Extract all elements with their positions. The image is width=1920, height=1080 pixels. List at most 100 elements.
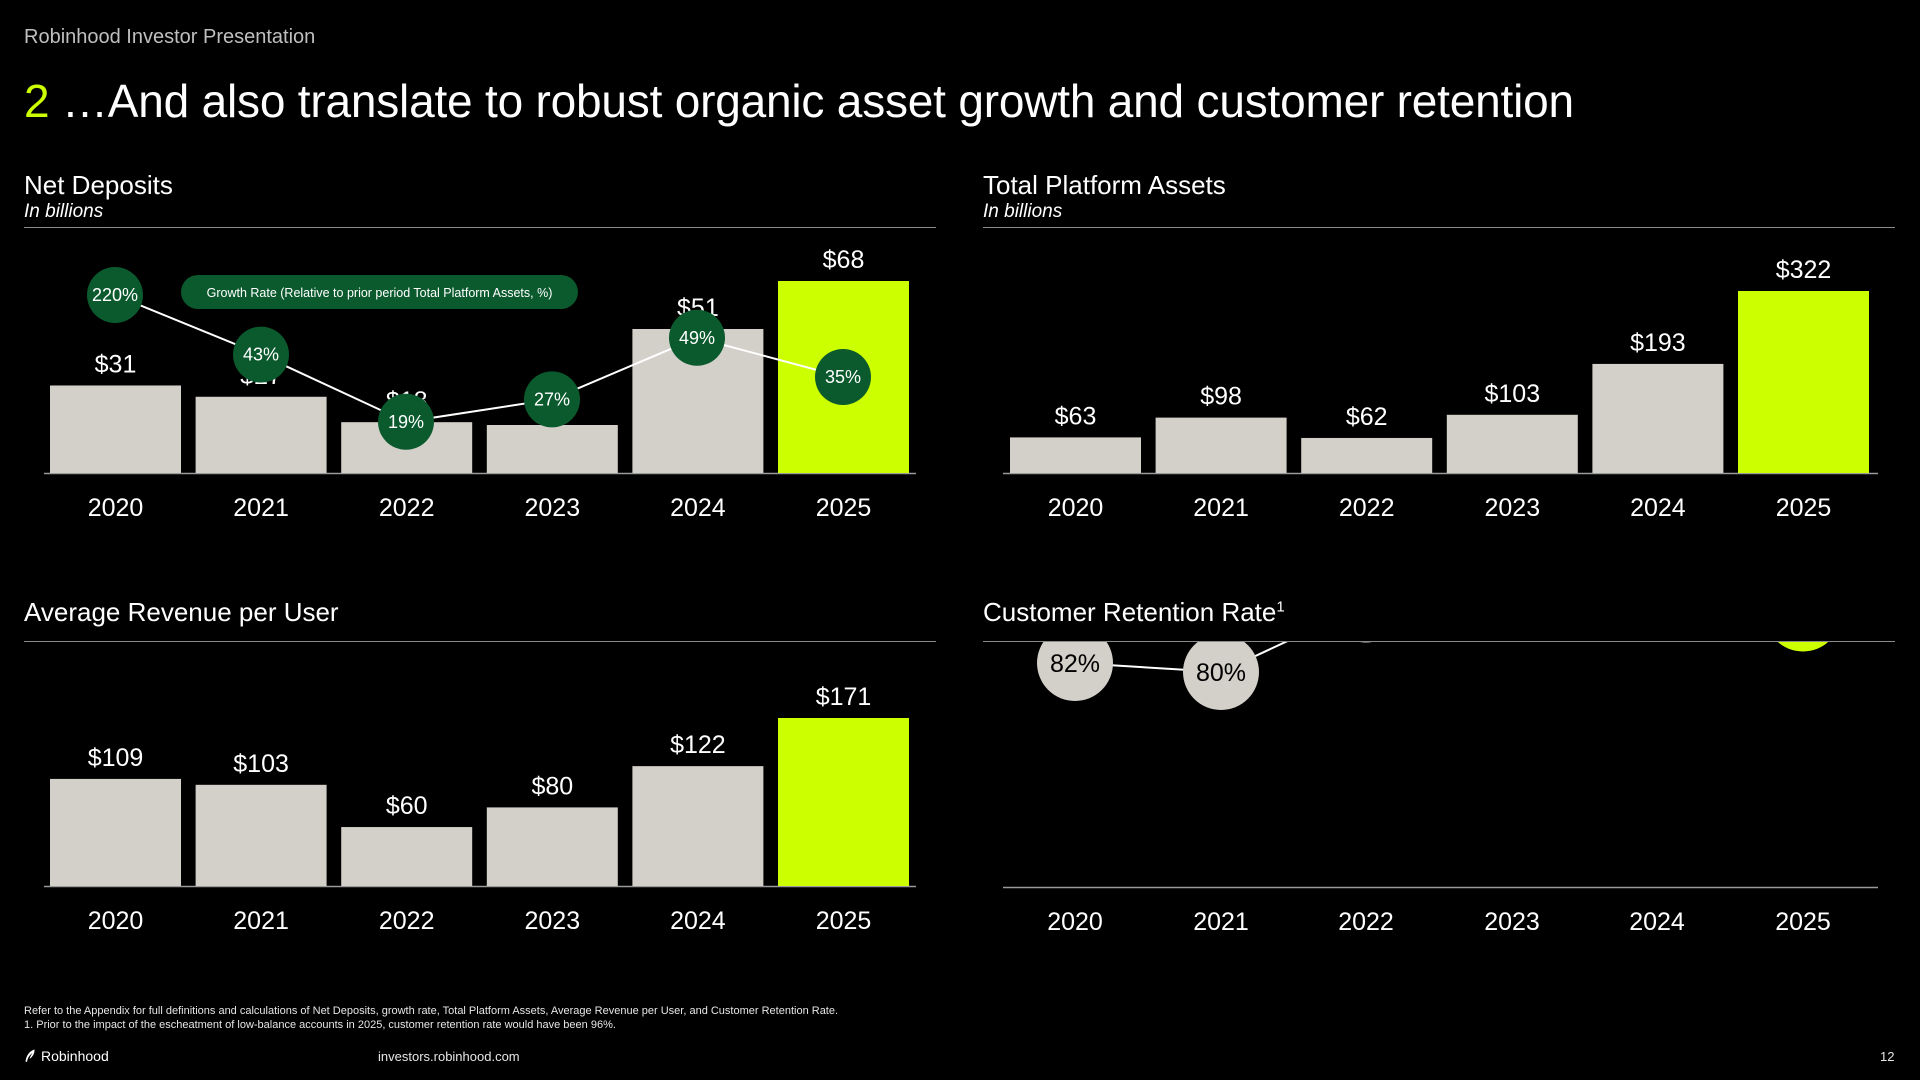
- feather-icon: [25, 1049, 35, 1062]
- retention-label-2021: 80%: [1196, 659, 1246, 687]
- retention-point-2022: [1359, 642, 1373, 643]
- x-tick-2022: 2022: [1339, 494, 1395, 522]
- bar-2024: [1592, 363, 1724, 473]
- growth-label-2023: 27%: [534, 389, 570, 409]
- value-label-2020: $31: [95, 350, 137, 378]
- title-text: …And also translate to robust organic as…: [61, 75, 1574, 127]
- x-tick-2023: 2023: [1484, 494, 1540, 522]
- retention-point-2020: [1037, 642, 1113, 701]
- x-tick-2020: 2020: [88, 907, 144, 935]
- net-deposits-title: Net Deposits: [24, 170, 173, 200]
- value-label-2025: $171: [816, 683, 872, 711]
- value-label-2021: $98: [1200, 383, 1242, 411]
- retention-rule: [983, 641, 1895, 642]
- bar-2020: [50, 385, 181, 473]
- x-tick-2022: 2022: [379, 907, 435, 935]
- x-tick-2022: 2022: [1338, 908, 1394, 936]
- bar-2024: [632, 766, 764, 886]
- x-tick-2025: 2025: [816, 907, 872, 935]
- x-tick-2023: 2023: [1484, 908, 1540, 936]
- value-label-2020: $109: [88, 744, 144, 772]
- growth-label-2024: 49%: [679, 328, 715, 348]
- total-platform-assets-chart: $63 2020 $98 2021 $62 2022 $103 2023 $193 2024 $32…: [1003, 256, 1878, 522]
- bar-2021: [195, 784, 327, 886]
- x-tick-2024: 2024: [670, 907, 726, 935]
- retention-point-2025: [1777, 642, 1829, 652]
- x-tick-2024: 2024: [1630, 494, 1686, 522]
- footer-brand: Robinhood: [24, 1048, 109, 1064]
- retention-title: Customer Retention Rate1: [983, 597, 1285, 628]
- bar-2025: [1738, 291, 1869, 473]
- bar-2022: [1301, 437, 1433, 473]
- x-tick-2021: 2021: [1193, 908, 1249, 936]
- bar-2020: [50, 778, 181, 886]
- arpu-title: Average Revenue per User: [24, 597, 339, 627]
- growth-bubble-2022: [378, 393, 434, 450]
- growth-label-2021: 43%: [243, 345, 279, 365]
- page-title: 2 …And also translate to robust organic …: [24, 74, 1574, 128]
- value-label-2025: $68: [823, 246, 865, 274]
- retention-title-text: Customer Retention Rate: [983, 597, 1277, 627]
- arpu-rule: [24, 641, 936, 642]
- growth-rate-legend-text: Growth Rate (Relative to prior period To…: [207, 286, 553, 300]
- x-tick-2022: 2022: [379, 494, 435, 522]
- x-tick-2020: 2020: [1048, 494, 1104, 522]
- value-label-2024: $193: [1630, 329, 1686, 357]
- value-label-2023: $80: [531, 772, 573, 800]
- bar-2021: [195, 396, 327, 473]
- x-tick-2024: 2024: [670, 494, 726, 522]
- bar-2023: [486, 425, 618, 473]
- value-label-2021: $103: [233, 750, 289, 778]
- bar-2025: [778, 718, 909, 886]
- retention-title-footnote: 1: [1276, 598, 1285, 616]
- value-label-2022: $60: [386, 792, 428, 820]
- net-deposits-rule: [24, 227, 936, 228]
- page-number: 12: [1880, 1049, 1895, 1064]
- retention-point-2021: [1183, 642, 1259, 710]
- value-label-2025: $322: [1776, 256, 1832, 284]
- arpu-chart: $109 2020 $103 2021 $60 2022 $80 2023 $122 2024 $1…: [44, 683, 916, 935]
- net-deposits-chart: $312020$272021$182022$172023$512024$6820…: [44, 246, 916, 522]
- total-platform-assets-title: Total Platform Assets: [983, 170, 1226, 200]
- growth-rate-legend-pill: [181, 275, 578, 309]
- growth-bubble-2023: [524, 371, 580, 428]
- bar-2021: [1155, 417, 1287, 473]
- growth-label-2025: 35%: [825, 367, 861, 387]
- x-tick-2023: 2023: [524, 494, 580, 522]
- growth-bubble-2024: [669, 309, 725, 366]
- x-tick-2023: 2023: [524, 907, 580, 935]
- x-tick-2020: 2020: [88, 494, 144, 522]
- x-tick-2021: 2021: [1193, 494, 1249, 522]
- growth-bubble-2020: [87, 267, 143, 323]
- growth-label-2020: 220%: [92, 285, 138, 305]
- growth-bubble-2025: [815, 349, 871, 405]
- x-tick-2025: 2025: [1776, 494, 1832, 522]
- value-label-2024: $122: [670, 731, 726, 759]
- x-tick-2024: 2024: [1629, 908, 1685, 936]
- value-label-2022: $62: [1346, 403, 1388, 431]
- brand-name: Robinhood: [41, 1048, 109, 1064]
- footnote-appendix: Refer to the Appendix for full definitio…: [24, 1005, 839, 1017]
- x-tick-2020: 2020: [1047, 908, 1103, 936]
- deck-label: Robinhood Investor Presentation: [24, 26, 316, 48]
- footer-url[interactable]: investors.robinhood.com: [378, 1049, 520, 1064]
- section-number: 2: [24, 75, 50, 127]
- x-tick-2021: 2021: [233, 907, 289, 935]
- x-tick-2021: 2021: [233, 494, 289, 522]
- total-platform-assets-subtitle: In billions: [983, 201, 1063, 222]
- net-deposits-subtitle: In billions: [24, 201, 104, 222]
- bar-2022: [341, 827, 473, 886]
- bar-2023: [1446, 414, 1578, 473]
- retention-chart: 82%202080%202195%202296%202396%202493%20…: [1003, 642, 1878, 936]
- growth-bubble-2021: [233, 326, 289, 383]
- bar-2020: [1010, 437, 1141, 473]
- retention-label-2020: 82%: [1050, 650, 1100, 678]
- bar-2023: [486, 807, 618, 886]
- footnote-1: 1. Prior to the impact of the escheatmen…: [24, 1019, 616, 1031]
- growth-label-2022: 19%: [388, 412, 424, 432]
- x-tick-2025: 2025: [816, 494, 872, 522]
- x-tick-2025: 2025: [1775, 908, 1831, 936]
- value-label-2020: $63: [1055, 402, 1097, 430]
- footnotes: Refer to the Appendix for full definitio…: [24, 1004, 838, 1032]
- value-label-2023: $103: [1484, 380, 1540, 408]
